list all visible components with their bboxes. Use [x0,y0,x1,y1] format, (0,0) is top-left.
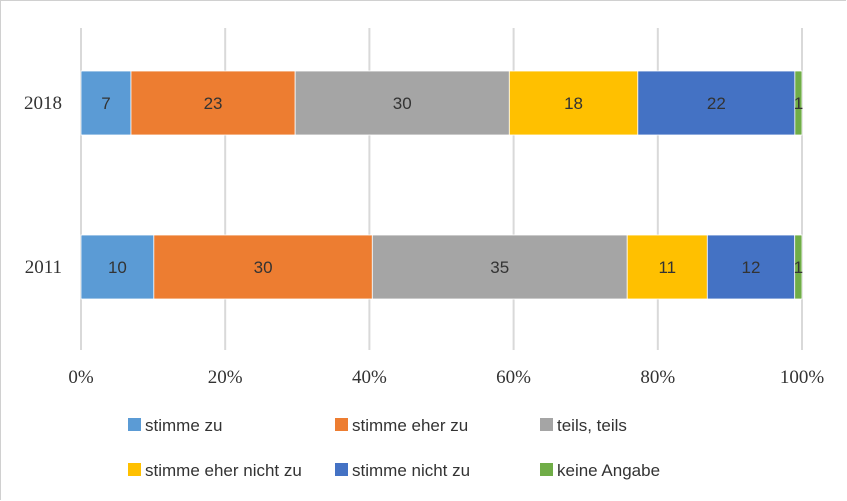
x-tick-label-5: 100% [780,367,825,388]
legend-label-1: stimme eher zu [352,416,468,435]
bar-2011-5 [794,234,803,300]
legend-swatch-4 [335,463,348,476]
x-tick-labels: 0% 20% 40% 60% 80% 100% [68,367,824,388]
legend-swatch-0 [128,418,141,431]
x-tick-label-2: 40% [352,367,387,388]
legend-label-2: teils, teils [557,416,627,435]
bar-2018-5 [794,70,803,136]
legend-label-4: stimme nicht zu [352,461,470,480]
bars: 7 23 30 18 22 1 10 30 35 11 12 1 [80,70,803,300]
bar-2018-4 [637,70,796,136]
bar-2011-2 [371,234,628,300]
data-label-2018-5: 1 [794,94,803,113]
bar-2011-3 [626,234,708,300]
data-label-2018-0: 7 [101,94,110,113]
x-tick-label-4: 80% [640,367,675,388]
legend-swatch-2 [540,418,553,431]
bar-2018-1 [130,70,296,136]
data-label-2011-5: 1 [794,258,803,277]
data-label-2011-3: 11 [658,258,676,277]
data-label-2018-4: 22 [707,94,726,113]
data-label-2018-3: 18 [564,94,583,113]
x-tick-label-1: 20% [208,367,243,388]
bar-2018-3 [508,70,639,136]
legend-swatch-5 [540,463,553,476]
legend-label-5: keine Angabe [557,461,660,480]
legend-swatch-3 [128,463,141,476]
bar-2018-2 [294,70,510,136]
x-tick-label-3: 60% [496,367,531,388]
bar-2011-4 [706,234,796,300]
data-label-2018-1: 23 [204,94,223,113]
legend-swatch-1 [335,418,348,431]
data-label-2011-1: 30 [254,258,273,277]
legend-label-3: stimme eher nicht zu [145,461,302,480]
data-label-2011-2: 35 [490,258,509,277]
data-label-2011-4: 12 [742,258,761,277]
category-labels: 2018 2011 [24,93,62,278]
x-tick-label-0: 0% [68,367,94,388]
data-label-2018-2: 30 [393,94,412,113]
data-label-2011-0: 10 [108,258,127,277]
legend: stimme zu stimme eher zu teils, teils stimm… [128,416,660,480]
category-label-2018: 2018 [24,93,62,114]
legend-label-0: stimme zu [145,416,222,435]
category-label-2011: 2011 [25,257,62,278]
